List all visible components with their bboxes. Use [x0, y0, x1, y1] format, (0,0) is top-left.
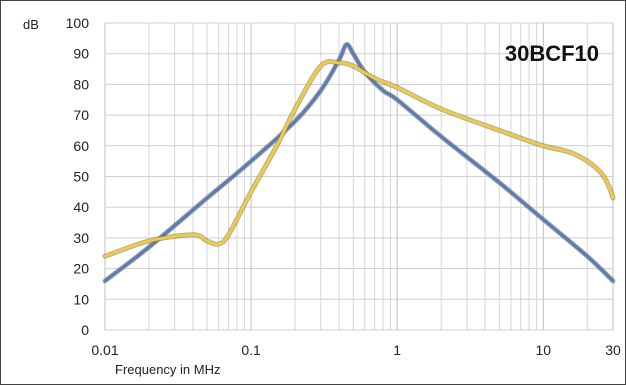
tick-labels: 0 10 20 30 40 50 60 70 80 90 100 0.01 0.1 1 10 30: [66, 15, 621, 358]
series-2-line: [103, 60, 615, 258]
y-axis-label: dB: [23, 17, 39, 32]
x-tick-label: 30: [605, 342, 621, 358]
x-tick-label: 10: [536, 342, 552, 358]
series-1-line: [103, 42, 615, 283]
y-tick-label: 100: [66, 15, 90, 31]
y-tick-label: 10: [73, 291, 89, 307]
y-tick-label: 90: [73, 46, 89, 62]
chart-title: 30BCF10: [505, 41, 599, 66]
y-tick-label: 50: [73, 169, 89, 185]
series-layer: [102, 41, 616, 284]
y-tick-label: 70: [73, 107, 89, 123]
x-tick-label: 0.01: [91, 342, 118, 358]
y-tick-label: 0: [81, 322, 89, 338]
grid: [104, 22, 614, 331]
y-tick-label: 60: [73, 138, 89, 154]
x-axis-label: Frequency in MHz: [115, 362, 220, 377]
y-tick-label: 20: [73, 261, 89, 277]
y-tick-label: 80: [73, 76, 89, 92]
y-tick-label: 30: [73, 230, 89, 246]
x-tick-label: 1: [393, 342, 401, 358]
x-tick-label: 0.1: [241, 342, 261, 358]
y-tick-label: 40: [73, 199, 89, 215]
